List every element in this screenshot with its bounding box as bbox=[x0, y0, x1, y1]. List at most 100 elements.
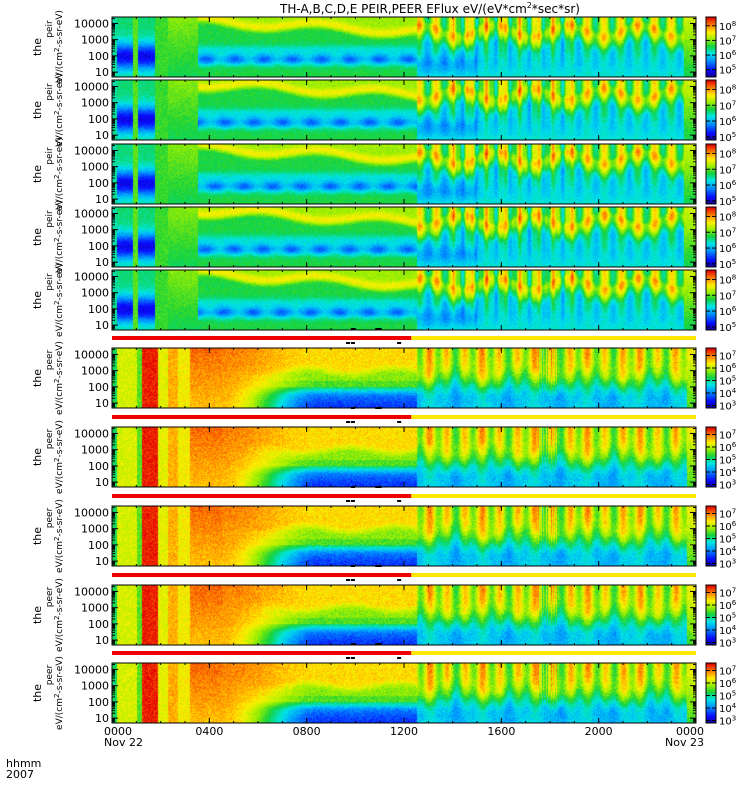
y-tick-label: 10 bbox=[95, 712, 109, 725]
title-main: TH-A,B,C,D,E PEIR,PEER EFlux eV/(eV*cm bbox=[279, 2, 527, 16]
panels-group: 10100100010000thepeireV/(cm2-s-sr-eV)105… bbox=[31, 10, 737, 730]
ion-spectrogram-C bbox=[112, 144, 696, 204]
ele-unit-label-C: eV/(cm2-s-sr-eV) bbox=[53, 499, 65, 573]
colorbar-tick-label: 104 bbox=[719, 545, 737, 558]
colorbar-tick-label: 103 bbox=[719, 400, 736, 413]
title-end: *sec*sr) bbox=[532, 2, 580, 16]
mode-mark bbox=[397, 579, 402, 581]
mode-mark bbox=[375, 643, 380, 645]
mode-mark bbox=[350, 421, 355, 423]
mode-mark bbox=[397, 421, 402, 423]
colorbar-tick-label: 103 bbox=[719, 558, 736, 571]
mode-mark bbox=[346, 579, 351, 581]
x-date-label: Nov 22 bbox=[104, 736, 143, 749]
y-tick-label: 1000 bbox=[81, 602, 109, 615]
ele-ylabel2-A: peer bbox=[45, 349, 55, 370]
ele-ylabel2-B: peer bbox=[45, 428, 55, 449]
colorbar-tick-label: 107 bbox=[719, 665, 736, 678]
mode-mark bbox=[346, 421, 351, 423]
colorbar-tick-label: 107 bbox=[719, 350, 736, 363]
ion-unit-label-A: eV/(cm2-s-sr-eV) bbox=[53, 10, 65, 84]
colorbar-frame bbox=[705, 206, 717, 268]
ele-spectrogram-D bbox=[112, 585, 696, 645]
y-tick-label: 100 bbox=[88, 539, 109, 552]
colorbar-tick-label: 105 bbox=[719, 131, 736, 144]
ion-colorbar-D: 105 106 107 108 bbox=[705, 206, 737, 271]
colorbar-frame bbox=[705, 269, 717, 331]
x-tick-label: 2000 bbox=[585, 725, 613, 738]
ion-ylabel-B: the bbox=[31, 101, 44, 119]
x-tick-label: 0400 bbox=[195, 725, 223, 738]
colorbar-tick-label: 107 bbox=[719, 289, 736, 302]
mode-mark bbox=[350, 407, 355, 409]
y-tick-label: 10 bbox=[95, 319, 109, 332]
colorbar-gradient bbox=[706, 663, 716, 723]
y-tick-label: 100 bbox=[88, 303, 109, 316]
y-tick-label: 1000 bbox=[81, 287, 109, 300]
ion-colorbar-B: 105 106 107 108 bbox=[705, 79, 737, 144]
mode-mark bbox=[350, 643, 355, 645]
y-tick-label: 100 bbox=[88, 240, 109, 253]
colorbar-tick-label: 105 bbox=[719, 258, 736, 271]
mode-mark bbox=[350, 500, 355, 502]
colorbar-tick-label: 105 bbox=[719, 533, 736, 546]
colorbar-gradient bbox=[706, 80, 716, 140]
y-tick-label: 100 bbox=[88, 177, 109, 190]
ele-ylabel2-E: peer bbox=[45, 664, 55, 685]
colorbar-frame bbox=[705, 79, 717, 141]
mode-bar-segment bbox=[411, 336, 696, 340]
colorbar-tick-label: 106 bbox=[719, 441, 737, 454]
y-tick-label: 1000 bbox=[81, 34, 109, 47]
ele-ylabel2-C: peer bbox=[45, 507, 55, 528]
y-tick-label: 10000 bbox=[74, 270, 109, 283]
mode-mark bbox=[397, 342, 402, 344]
ele-spectrogram-C bbox=[112, 506, 696, 566]
colorbar-tick-label: 106 bbox=[719, 677, 737, 690]
mode-mark bbox=[377, 328, 382, 330]
colorbar-tick-label: 105 bbox=[719, 375, 736, 388]
colorbar-tick-label: 107 bbox=[719, 99, 736, 112]
y-tick-label: 10000 bbox=[74, 663, 109, 676]
colorbar-tick-label: 104 bbox=[719, 466, 737, 479]
colorbar-tick-label: 107 bbox=[719, 508, 736, 521]
colorbar-frame bbox=[705, 426, 717, 488]
y-tick-label: 10 bbox=[95, 66, 109, 79]
mode-mark bbox=[397, 657, 402, 659]
x-date-label: Nov 23 bbox=[665, 736, 704, 749]
y-tick-label: 1000 bbox=[81, 365, 109, 378]
y-tick-label: 10000 bbox=[74, 17, 109, 30]
ion-ylabel2-A: peir bbox=[45, 20, 55, 38]
y-tick-label: 100 bbox=[88, 381, 109, 394]
mode-bar-segment bbox=[411, 415, 696, 419]
colorbar-tick-label: 106 bbox=[719, 49, 737, 62]
colorbar-tick-label: 108 bbox=[719, 83, 736, 96]
colorbar-tick-label: 105 bbox=[719, 64, 736, 77]
colorbar-frame bbox=[705, 505, 717, 567]
colorbar-tick-label: 107 bbox=[719, 34, 736, 47]
colorbar-tick-label: 105 bbox=[719, 195, 736, 208]
y-tick-label: 10 bbox=[95, 555, 109, 568]
mode-bar-segment bbox=[112, 651, 412, 655]
mode-mark bbox=[350, 579, 355, 581]
colorbar-tick-label: 105 bbox=[719, 321, 736, 334]
y-tick-label: 100 bbox=[88, 460, 109, 473]
ion-spectrogram-B bbox=[112, 80, 696, 140]
y-tick-label: 1000 bbox=[81, 680, 109, 693]
mode-bar-segment bbox=[112, 336, 412, 340]
mode-mark bbox=[350, 342, 355, 344]
y-tick-label: 10 bbox=[95, 634, 109, 647]
colorbar-gradient bbox=[706, 17, 716, 77]
ele-ylabel-A: the bbox=[31, 369, 44, 387]
y-tick-label: 100 bbox=[88, 50, 109, 63]
ion-unit-label-E: eV/(cm2-s-sr-eV) bbox=[53, 263, 65, 337]
